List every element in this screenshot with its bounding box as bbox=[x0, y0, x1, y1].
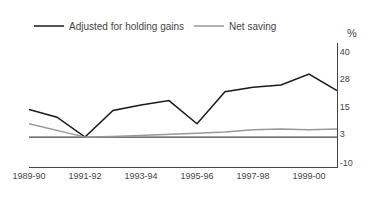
svg-text:40: 40 bbox=[340, 47, 350, 57]
svg-text:1997-98: 1997-98 bbox=[236, 171, 269, 181]
svg-text:28: 28 bbox=[340, 74, 350, 84]
svg-text:1995-96: 1995-96 bbox=[180, 171, 213, 181]
svg-text:Net saving: Net saving bbox=[229, 21, 276, 32]
svg-text:-10: -10 bbox=[340, 158, 353, 168]
svg-text:%: % bbox=[347, 27, 357, 39]
svg-text:1989-90: 1989-90 bbox=[12, 171, 45, 181]
svg-text:15: 15 bbox=[340, 102, 350, 112]
svg-text:1999-00: 1999-00 bbox=[292, 171, 325, 181]
svg-text:3: 3 bbox=[340, 129, 345, 139]
svg-text:1991-92: 1991-92 bbox=[68, 171, 101, 181]
svg-text:1993-94: 1993-94 bbox=[124, 171, 157, 181]
svg-text:Adjusted for holding gains: Adjusted for holding gains bbox=[69, 21, 184, 32]
